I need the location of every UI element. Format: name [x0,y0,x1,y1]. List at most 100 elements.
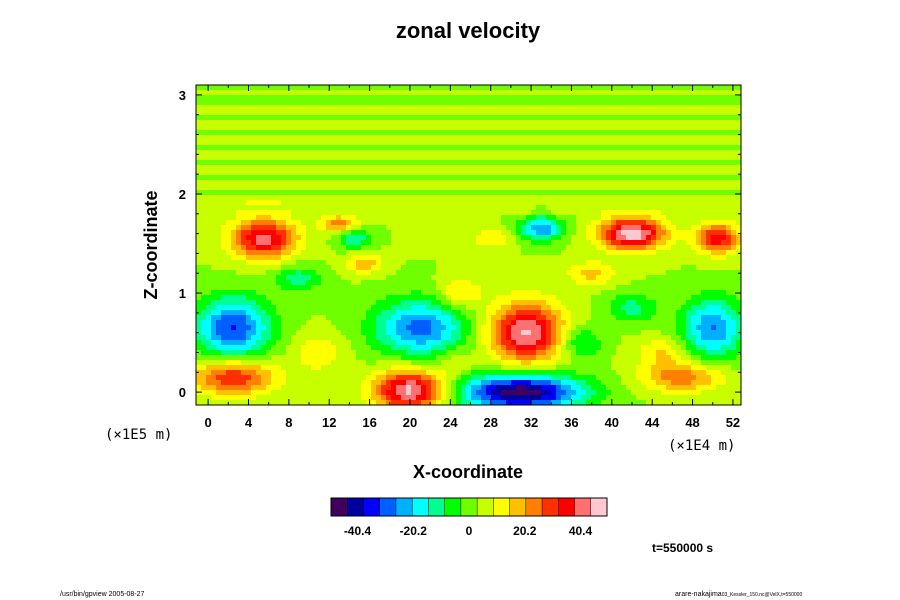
heatmap-cell [231,170,237,176]
heatmap-cell [376,155,382,161]
heatmap-cell [436,285,442,291]
heatmap-cell [391,220,397,226]
heatmap-cell [461,300,467,306]
heatmap-cell [661,300,667,306]
heatmap-cell [241,175,247,181]
heatmap-cell [306,120,312,126]
heatmap-cell [421,165,427,171]
heatmap-cell [511,240,517,246]
heatmap-cell [531,300,537,306]
heatmap-cell [276,160,282,166]
heatmap-cell [726,170,732,176]
heatmap-cell [621,295,627,301]
heatmap-cell [271,155,277,161]
heatmap-cell [341,245,347,251]
heatmap-cell [451,210,457,216]
heatmap-cell [446,105,452,111]
heatmap-cell [651,115,657,121]
heatmap-cell [206,310,212,316]
heatmap-cell [471,310,477,316]
heatmap-cell [241,190,247,196]
heatmap-cell [466,270,472,276]
heatmap-cell [706,175,712,181]
heatmap-cell [416,160,422,166]
heatmap-cell [701,150,707,156]
heatmap-cell [621,255,627,261]
heatmap-cell [336,260,342,266]
heatmap-cell [586,120,592,126]
heatmap-cell [686,135,692,141]
heatmap-cell [196,245,202,251]
heatmap-cell [436,280,442,286]
heatmap-cell [196,260,202,266]
heatmap-cell [226,155,232,161]
heatmap-cell [661,200,667,206]
heatmap-cell [261,250,267,256]
heatmap-cell [656,290,662,296]
heatmap-cell [566,100,572,106]
heatmap-cell [621,270,627,276]
heatmap-cell [631,160,637,166]
heatmap-cell [451,235,457,241]
heatmap-cell [516,235,522,241]
heatmap-cell [526,280,532,286]
heatmap-cell [296,155,302,161]
heatmap-cell [476,275,482,281]
heatmap-cell [561,220,567,226]
heatmap-cell [211,245,217,251]
heatmap-cell [416,175,422,181]
heatmap-cell [261,240,267,246]
heatmap-cell [501,165,507,171]
heatmap-cell [571,295,577,301]
heatmap-cell [221,310,227,316]
heatmap-cell [616,270,622,276]
heatmap-cell [661,275,667,281]
heatmap-cell [331,95,337,101]
heatmap-cell [646,205,652,211]
heatmap-cell [526,170,532,176]
heatmap-cell [696,140,702,146]
heatmap-cell [366,285,372,291]
heatmap-cell [736,210,742,216]
heatmap-cell [221,195,227,201]
heatmap-cell [256,280,262,286]
heatmap-cell [486,225,492,231]
heatmap-cell [341,255,347,261]
heatmap-cell [306,130,312,136]
heatmap-cell [341,130,347,136]
heatmap-cell [376,190,382,196]
heatmap-cell [686,165,692,171]
heatmap-cell [291,250,297,256]
heatmap-cell [541,135,547,141]
heatmap-cell [556,120,562,126]
heatmap-cell [201,245,207,251]
heatmap-cell [406,260,412,266]
heatmap-cell [341,270,347,276]
heatmap-cell [376,175,382,181]
heatmap-cell [651,170,657,176]
heatmap-cell [226,140,232,146]
heatmap-cell [476,180,482,186]
heatmap-cell [511,305,517,311]
heatmap-cell [276,110,282,116]
heatmap-cell [506,225,512,231]
heatmap-cell [296,260,302,266]
heatmap-cell [461,85,467,91]
heatmap-cell [266,290,272,296]
heatmap-cell [251,300,257,306]
heatmap-cell [361,115,367,121]
heatmap-cell [321,195,327,201]
heatmap-cell [676,190,682,196]
heatmap-cell [701,290,707,296]
heatmap-cell [216,215,222,221]
heatmap-cell [356,295,362,301]
heatmap-cell [306,295,312,301]
heatmap-cell [386,275,392,281]
heatmap-cell [296,205,302,211]
heatmap-cell [406,295,412,301]
heatmap-cell [721,120,727,126]
heatmap-cell [581,185,587,191]
heatmap-cell [371,295,377,301]
heatmap-cell [461,190,467,196]
heatmap-cell [476,145,482,151]
